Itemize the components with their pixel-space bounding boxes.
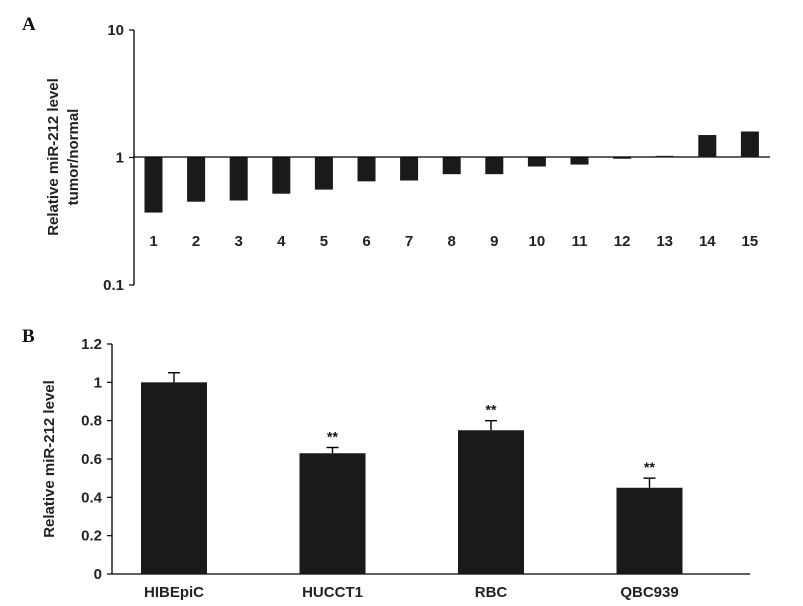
panel-a-y-tick-label: 10 [107, 22, 124, 39]
panel-b-y-tick-label: 0.8 [81, 413, 102, 430]
panel-a-category-labels: 1 2 3 4 5 6 7 8 9 10 11 12 13 14 15 [149, 233, 758, 250]
panel-a-category-label: 3 [235, 233, 243, 250]
panel-a-category-label: 7 [405, 233, 413, 250]
panel-a-y-tick-label: 0.1 [103, 277, 124, 294]
panel-b-significance-marks: ** ** ** [327, 402, 655, 476]
panel-a-bar [655, 155, 674, 158]
panel-a-category-label: 9 [490, 233, 498, 250]
panel-a-bar [314, 157, 333, 190]
panel-b-category-label: RBC [475, 584, 508, 601]
panel-a-bars [144, 131, 759, 213]
panel-a-y-tick-label: 1 [116, 150, 124, 167]
panel-a-ylabel-line1: Relative miR-212 level [45, 78, 62, 236]
panel-b-y-tick-label: 0.4 [81, 489, 103, 506]
panel-a-category-label: 2 [192, 233, 200, 250]
panel-b-significance-mark: ** [644, 459, 655, 475]
panel-b-bar [299, 453, 366, 574]
panel-a-bar [400, 157, 419, 181]
panel-b-bar [458, 430, 524, 574]
panel-a-category-label: 15 [742, 233, 759, 250]
panel-a-label: A [22, 14, 36, 35]
panel-a-category-label: 8 [448, 233, 456, 250]
panel-a-bar [740, 131, 759, 158]
panel-b-significance-mark: ** [327, 429, 338, 445]
panel-a-category-label: 14 [699, 233, 716, 250]
panel-a-bar [613, 157, 632, 159]
panel-b-significance-mark: ** [486, 402, 497, 418]
panel-b-y-ticks: 1.2 1 0.8 0.6 0.4 0.2 0 [81, 336, 112, 583]
panel-b-label: B [22, 326, 35, 347]
panel-a-bar [272, 157, 291, 194]
panel-a-bar [442, 157, 461, 175]
panel-a-bar [570, 157, 589, 165]
panel-a-bar [357, 157, 376, 182]
panel-a-ylabel-line2: tumor/normal [65, 109, 82, 206]
panel-b-category-label: HUCCT1 [302, 584, 363, 601]
panel-a-category-label: 4 [277, 233, 286, 250]
panel-a-bar [698, 135, 717, 158]
panel-a-bar [527, 157, 546, 167]
panel-b-y-tick-label: 0 [94, 566, 102, 583]
panel-b-y-tick-label: 0.6 [81, 451, 102, 468]
panel-a-category-label: 10 [529, 233, 546, 250]
panel-b-category-label: HIBEpiC [144, 584, 204, 601]
panel-a-category-label: 5 [320, 233, 328, 250]
panel-a-category-label: 12 [614, 233, 631, 250]
panel-b-bar [616, 487, 683, 574]
panel-b-y-tick-label: 1 [94, 374, 102, 391]
panel-b-category-label: QBC939 [620, 584, 678, 601]
panel-b-y-tick-label: 1.2 [81, 336, 102, 353]
panel-b-category-labels: HIBEpiC HUCCT1 RBC QBC939 [144, 584, 679, 601]
panel-a-category-label: 1 [149, 233, 157, 250]
panel-b-bar [141, 382, 207, 574]
panel-b-bars [141, 382, 683, 574]
panel-b-ylabel: Relative miR-212 level [41, 380, 58, 538]
panel-b-y-tick-label: 0.2 [81, 528, 102, 545]
panel-a-category-label: 11 [572, 233, 588, 250]
panel-b-error-bars [168, 372, 656, 488]
panel-a-category-label: 13 [656, 233, 673, 250]
panel-a-bar [485, 157, 504, 175]
panel-a-bar [144, 157, 163, 213]
panel-a-category-label: 6 [362, 233, 370, 250]
panel-a-y-ticks: 10 1 0.1 [103, 22, 134, 294]
panel-a-bar [229, 157, 248, 201]
panel-a-bar [187, 157, 206, 202]
panel-b-chart: B 1.2 1 0.8 0.6 0.4 0.2 0 ** ** ** HIBEpiC HUCCT1… [22, 326, 750, 601]
